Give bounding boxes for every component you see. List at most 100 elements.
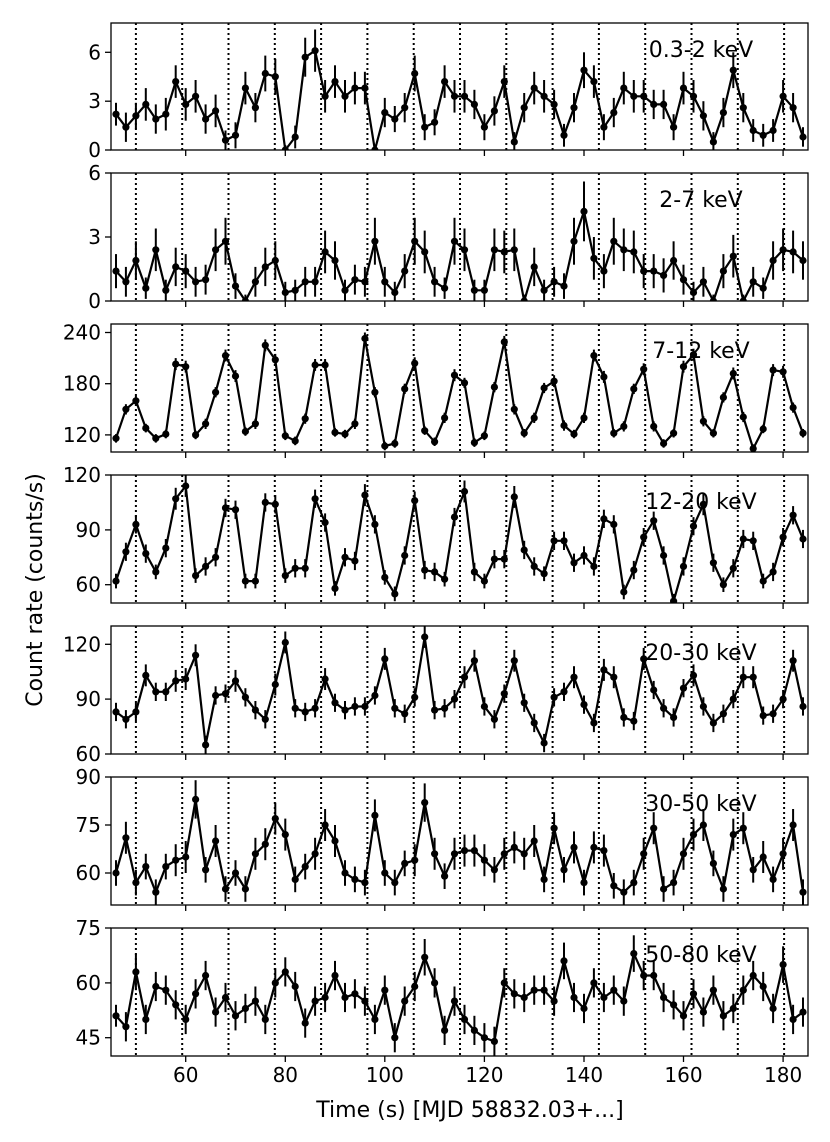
data-point bbox=[411, 856, 419, 864]
data-point bbox=[311, 704, 319, 712]
data-point bbox=[769, 1004, 777, 1013]
data-point bbox=[460, 246, 469, 254]
axes-frame bbox=[110, 927, 809, 1057]
x-tick-label: 160 bbox=[664, 1063, 702, 1087]
plot-area bbox=[112, 777, 807, 905]
data-point bbox=[550, 693, 558, 701]
data-point bbox=[670, 123, 678, 131]
data-point bbox=[401, 710, 409, 718]
axes-frame bbox=[110, 22, 809, 151]
data-point bbox=[122, 715, 130, 723]
data-point bbox=[212, 837, 220, 845]
data-point bbox=[221, 136, 230, 144]
data-point bbox=[231, 131, 240, 139]
data-point bbox=[759, 284, 767, 292]
data-point bbox=[291, 704, 299, 712]
data-point bbox=[271, 256, 279, 265]
data-point bbox=[172, 856, 180, 864]
data-point bbox=[530, 562, 538, 571]
series-line bbox=[115, 952, 804, 1043]
data-point bbox=[241, 297, 249, 301]
data-point bbox=[620, 422, 628, 430]
data-point bbox=[441, 414, 449, 422]
x-tick-label: 120 bbox=[465, 1063, 503, 1087]
data-point bbox=[520, 429, 528, 437]
y-tick-label: 120 bbox=[63, 463, 101, 487]
data-point bbox=[570, 673, 578, 681]
data-point bbox=[251, 104, 259, 112]
data-point bbox=[351, 557, 359, 565]
data-point bbox=[729, 564, 737, 572]
data-point bbox=[749, 278, 757, 286]
series-line bbox=[115, 210, 804, 301]
data-point bbox=[500, 248, 508, 256]
data-point bbox=[221, 352, 230, 360]
data-point bbox=[709, 559, 718, 567]
data-point bbox=[152, 888, 160, 896]
data-point bbox=[739, 413, 747, 421]
data-point bbox=[182, 363, 190, 371]
data-point bbox=[510, 138, 518, 146]
data-point bbox=[291, 286, 299, 294]
data-point bbox=[371, 237, 379, 245]
axes-frame bbox=[110, 323, 809, 453]
data-point bbox=[301, 278, 309, 286]
data-point bbox=[749, 673, 757, 681]
data-point bbox=[391, 439, 399, 448]
y-tick-label: 120 bbox=[63, 632, 101, 656]
data-point bbox=[530, 986, 538, 994]
data-point bbox=[789, 511, 797, 519]
data-point bbox=[281, 968, 289, 976]
panel-6: 60 75 90 30-50 keV bbox=[76, 765, 809, 911]
data-point bbox=[689, 990, 698, 998]
data-point bbox=[520, 850, 528, 858]
data-point bbox=[689, 351, 698, 359]
data-point bbox=[152, 115, 160, 123]
series-line bbox=[114, 798, 805, 894]
data-point bbox=[580, 701, 588, 709]
band-annotation: 30-50 keV bbox=[645, 792, 756, 817]
data-point bbox=[391, 115, 399, 123]
data-point bbox=[650, 971, 658, 980]
data-point bbox=[212, 691, 220, 700]
data-point bbox=[530, 719, 538, 727]
data-point bbox=[600, 847, 608, 855]
data-point bbox=[699, 112, 708, 120]
data-point bbox=[182, 267, 190, 275]
y-tick-label: 3 bbox=[88, 225, 101, 249]
data-point bbox=[212, 388, 220, 396]
data-point bbox=[699, 500, 708, 508]
data-point bbox=[590, 254, 598, 262]
data-point bbox=[470, 568, 478, 576]
data-point bbox=[640, 267, 648, 275]
data-point bbox=[510, 405, 518, 413]
band-annotation: 2-7 keV bbox=[659, 188, 742, 213]
data-point bbox=[799, 256, 807, 265]
data-point bbox=[281, 638, 289, 647]
data-point bbox=[610, 673, 618, 681]
data-point bbox=[630, 385, 638, 393]
data-point bbox=[560, 537, 568, 545]
x-tick-label: 140 bbox=[565, 1063, 603, 1087]
data-point bbox=[172, 360, 180, 368]
data-point bbox=[172, 1001, 180, 1009]
data-point bbox=[351, 420, 359, 428]
data-point bbox=[152, 568, 160, 576]
panels: 0 3 6 0.3-2 keV 0 3 6 2-7 keV 120 180 240 7-12 keV 6… bbox=[63, 22, 809, 1087]
data-point bbox=[660, 551, 668, 560]
data-point bbox=[381, 869, 389, 877]
data-point bbox=[450, 695, 459, 703]
data-point bbox=[490, 555, 498, 563]
data-point bbox=[490, 715, 498, 723]
data-point bbox=[142, 863, 150, 871]
data-point bbox=[590, 843, 598, 852]
data-point bbox=[570, 104, 578, 112]
data-point bbox=[640, 850, 648, 858]
data-point bbox=[441, 78, 449, 86]
data-point bbox=[112, 869, 120, 877]
data-point bbox=[192, 572, 200, 580]
data-point bbox=[371, 146, 379, 150]
data-point bbox=[500, 338, 508, 346]
data-point bbox=[530, 414, 538, 422]
data-point bbox=[600, 993, 608, 1002]
